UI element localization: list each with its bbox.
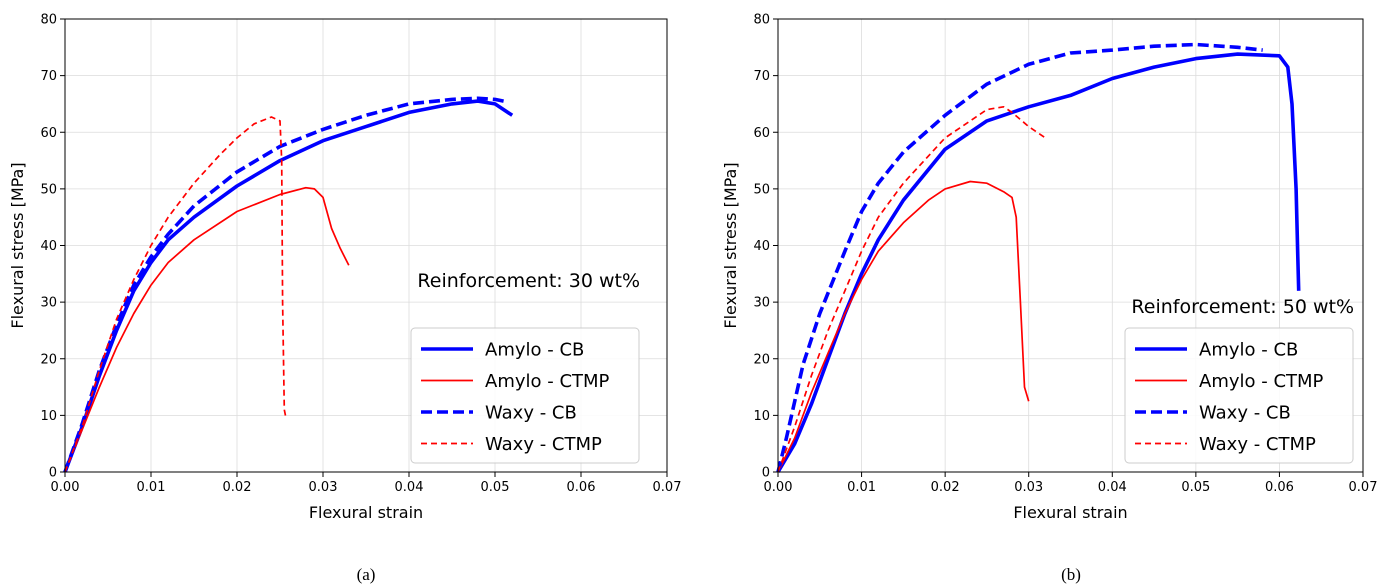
- series-line-amylo-cb: [776, 52, 1301, 473]
- y-tick-label: 0: [762, 466, 770, 481]
- chart-panel-0: 0.00 0.01 0.02 0.03 0.04 0.05 0.06 0.07 0 10 20 30 4…: [8, 13, 681, 585]
- legend-label: Amylo - CTMP: [1199, 371, 1324, 392]
- legend-label: Amylo - CB: [485, 340, 584, 361]
- legend-label: Waxy - CTMP: [485, 434, 602, 455]
- chart-panel-1: 0.00 0.01 0.02 0.03 0.04 0.05 0.06 0.07 0 10 20 30 4…: [721, 13, 1377, 585]
- x-tick-label: 0.07: [653, 480, 682, 495]
- y-tick-label: 70: [40, 69, 57, 84]
- y-axis-label: Flexural stress [MPa]: [8, 162, 27, 328]
- y-tick-label: 60: [40, 126, 57, 141]
- x-axis-label: Flexural strain: [1013, 503, 1127, 522]
- y-tick-label: 50: [753, 182, 770, 197]
- x-tick-label: 0.04: [395, 480, 424, 495]
- y-tick-label: 80: [40, 13, 57, 28]
- legend-label: Amylo - CB: [1199, 340, 1298, 361]
- x-tick-label: 0.06: [1265, 480, 1294, 495]
- series-line-waxy-ctmp: [64, 116, 287, 473]
- x-tick-label: 0.04: [1098, 480, 1127, 495]
- y-tick-label: 60: [753, 126, 770, 141]
- series-line-amylo-ctmp: [64, 186, 350, 473]
- y-tick-label: 80: [753, 13, 770, 28]
- figure-caption: (a): [357, 565, 376, 584]
- legend: Amylo - CB Amylo - CTMP Waxy - CB Waxy - CT…: [410, 327, 640, 464]
- x-axis-label: Flexural strain: [309, 503, 423, 522]
- series-line-amylo-ctmp: [777, 180, 1030, 473]
- x-tick-label: 0.03: [1014, 480, 1043, 495]
- x-tick-label: 0.07: [1349, 480, 1378, 495]
- figure-caption: (b): [1061, 565, 1081, 584]
- x-tick-label: 0.05: [481, 480, 510, 495]
- x-tick-label: 0.05: [1181, 480, 1210, 495]
- y-tick-label: 30: [40, 296, 57, 311]
- x-tick-label: 0.01: [847, 480, 876, 495]
- x-tick-label: 0.00: [51, 480, 80, 495]
- series-line-waxy-ctmp: [777, 105, 1046, 473]
- legend-label: Waxy - CB: [485, 403, 577, 424]
- y-tick-label: 70: [753, 69, 770, 84]
- x-tick-label: 0.02: [931, 480, 960, 495]
- x-tick-label: 0.02: [223, 480, 252, 495]
- y-tick-label: 20: [40, 352, 57, 367]
- reinforcement-annotation: Reinforcement: 50 wt%: [1131, 296, 1354, 318]
- series-line-waxy-cb: [63, 96, 504, 473]
- y-tick-label: 20: [753, 352, 770, 367]
- y-tick-label: 40: [40, 239, 57, 254]
- series-line-amylo-cb: [63, 99, 514, 473]
- x-tick-label: 0.01: [137, 480, 166, 495]
- x-tick-label: 0.03: [309, 480, 338, 495]
- legend-label: Waxy - CB: [1199, 403, 1291, 424]
- y-axis-label: Flexural stress [MPa]: [721, 162, 740, 328]
- y-tick-label: 50: [40, 182, 57, 197]
- y-tick-label: 10: [40, 409, 57, 424]
- series-line-waxy-cb: [776, 42, 1263, 473]
- y-tick-label: 30: [753, 296, 770, 311]
- reinforcement-annotation: Reinforcement: 30 wt%: [417, 270, 640, 292]
- legend-label: Amylo - CTMP: [485, 371, 610, 392]
- legend-box: [410, 327, 640, 464]
- legend-label: Waxy - CTMP: [1199, 434, 1316, 455]
- x-tick-label: 0.00: [764, 480, 793, 495]
- y-tick-label: 40: [753, 239, 770, 254]
- x-tick-label: 0.06: [567, 480, 596, 495]
- legend: Amylo - CB Amylo - CTMP Waxy - CB Waxy - CT…: [1124, 327, 1354, 464]
- y-tick-label: 10: [753, 409, 770, 424]
- legend-box: [1124, 327, 1354, 464]
- y-tick-label: 0: [49, 466, 57, 481]
